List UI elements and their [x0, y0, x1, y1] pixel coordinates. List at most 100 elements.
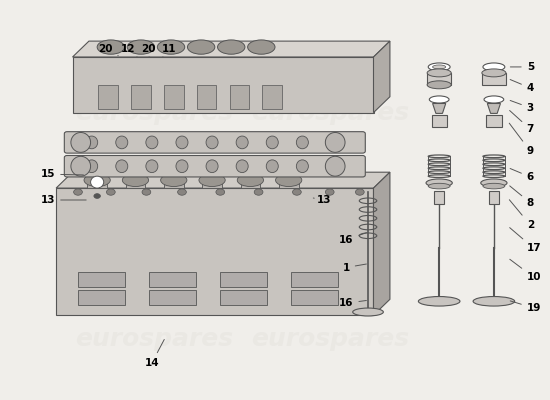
FancyBboxPatch shape	[279, 170, 299, 188]
Text: 20: 20	[141, 44, 155, 57]
Ellipse shape	[254, 189, 263, 195]
Polygon shape	[487, 104, 500, 114]
FancyBboxPatch shape	[98, 85, 118, 109]
Ellipse shape	[433, 65, 446, 69]
FancyBboxPatch shape	[64, 132, 365, 153]
Ellipse shape	[199, 174, 225, 186]
FancyBboxPatch shape	[202, 170, 222, 188]
Ellipse shape	[157, 40, 185, 54]
Ellipse shape	[266, 136, 278, 149]
Ellipse shape	[473, 296, 515, 306]
Ellipse shape	[71, 156, 91, 176]
FancyBboxPatch shape	[432, 115, 447, 127]
FancyBboxPatch shape	[149, 272, 196, 287]
Ellipse shape	[236, 160, 248, 172]
Polygon shape	[73, 57, 373, 113]
Ellipse shape	[178, 189, 186, 195]
Text: 1: 1	[343, 262, 366, 272]
FancyBboxPatch shape	[292, 272, 338, 287]
Ellipse shape	[355, 189, 364, 195]
Ellipse shape	[91, 176, 104, 188]
Ellipse shape	[122, 174, 149, 186]
Ellipse shape	[481, 179, 507, 187]
Ellipse shape	[293, 189, 301, 195]
Polygon shape	[56, 172, 390, 188]
Text: 15: 15	[41, 169, 84, 179]
Ellipse shape	[74, 189, 82, 195]
Ellipse shape	[142, 189, 151, 195]
Ellipse shape	[146, 160, 158, 172]
Text: 2: 2	[509, 200, 534, 230]
Ellipse shape	[483, 183, 505, 189]
Ellipse shape	[419, 296, 460, 306]
Ellipse shape	[94, 194, 101, 198]
Ellipse shape	[125, 166, 145, 175]
FancyBboxPatch shape	[164, 85, 184, 109]
FancyBboxPatch shape	[125, 170, 145, 188]
Ellipse shape	[296, 160, 309, 172]
FancyBboxPatch shape	[87, 170, 107, 188]
FancyBboxPatch shape	[78, 290, 124, 305]
Text: 17: 17	[510, 228, 541, 254]
Ellipse shape	[218, 40, 245, 54]
Ellipse shape	[84, 174, 111, 186]
Ellipse shape	[176, 160, 188, 172]
FancyBboxPatch shape	[221, 290, 267, 305]
FancyBboxPatch shape	[434, 191, 444, 204]
Ellipse shape	[97, 40, 124, 54]
Ellipse shape	[146, 136, 158, 149]
Polygon shape	[433, 104, 446, 114]
Ellipse shape	[206, 160, 218, 172]
Text: 9: 9	[509, 123, 534, 156]
Ellipse shape	[71, 132, 91, 152]
Ellipse shape	[202, 166, 222, 175]
Ellipse shape	[484, 96, 504, 103]
Text: 20: 20	[98, 44, 118, 56]
FancyBboxPatch shape	[489, 191, 499, 204]
Ellipse shape	[326, 156, 345, 176]
Text: 3: 3	[510, 100, 534, 113]
Ellipse shape	[87, 166, 107, 175]
Text: 4: 4	[510, 80, 534, 93]
Ellipse shape	[86, 136, 98, 149]
Text: eurospares: eurospares	[75, 327, 234, 351]
FancyBboxPatch shape	[482, 73, 506, 85]
FancyBboxPatch shape	[262, 85, 282, 109]
Ellipse shape	[161, 174, 187, 186]
Text: 11: 11	[162, 44, 176, 57]
Polygon shape	[373, 41, 390, 113]
Text: 10: 10	[510, 259, 541, 282]
Ellipse shape	[279, 166, 299, 175]
Text: eurospares: eurospares	[251, 101, 409, 125]
Ellipse shape	[248, 40, 275, 54]
FancyBboxPatch shape	[78, 272, 124, 287]
Ellipse shape	[353, 308, 383, 316]
Text: 5: 5	[510, 62, 534, 72]
FancyBboxPatch shape	[240, 170, 260, 188]
Ellipse shape	[426, 179, 452, 187]
FancyBboxPatch shape	[197, 85, 217, 109]
Ellipse shape	[216, 189, 224, 195]
FancyBboxPatch shape	[131, 85, 151, 109]
Ellipse shape	[266, 160, 278, 172]
FancyBboxPatch shape	[221, 272, 267, 287]
Ellipse shape	[482, 69, 506, 77]
Text: 13: 13	[314, 195, 332, 205]
Text: 16: 16	[339, 298, 366, 308]
Ellipse shape	[428, 183, 450, 189]
Text: 12: 12	[121, 44, 137, 57]
FancyBboxPatch shape	[164, 170, 184, 188]
Text: 8: 8	[510, 186, 534, 208]
Ellipse shape	[276, 174, 302, 186]
Ellipse shape	[127, 40, 155, 54]
Ellipse shape	[237, 174, 263, 186]
Text: 7: 7	[510, 110, 534, 134]
Ellipse shape	[240, 166, 260, 175]
Polygon shape	[373, 172, 390, 315]
Ellipse shape	[428, 63, 450, 71]
Ellipse shape	[107, 189, 115, 195]
Text: 14: 14	[145, 340, 164, 368]
FancyBboxPatch shape	[292, 290, 338, 305]
Ellipse shape	[427, 69, 451, 77]
Text: 6: 6	[510, 168, 534, 182]
